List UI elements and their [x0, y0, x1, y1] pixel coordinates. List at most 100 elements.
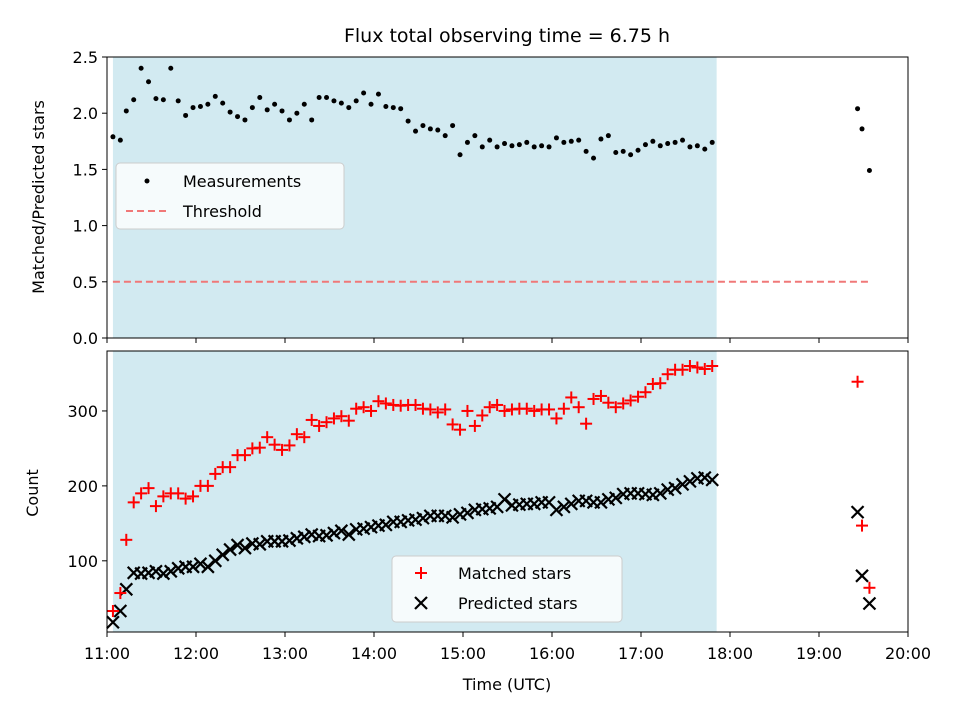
measurement-point [110, 134, 116, 140]
measurement-point [859, 126, 865, 132]
matched-star-point [439, 403, 452, 416]
matched-star-point [683, 359, 696, 372]
matched-star-point [253, 441, 266, 454]
measurement-point [546, 144, 552, 150]
measurement-point [866, 168, 872, 174]
top-x-ticks [106, 338, 909, 343]
bottom-axes-frame [106, 350, 909, 633]
predicted-star-point [149, 564, 163, 579]
matched-star-point [261, 431, 274, 444]
x-tick-label: 14:00 [351, 644, 397, 663]
matched-star-point [172, 487, 185, 500]
matched-star-point [856, 519, 869, 532]
top-y-tick-label: 1.5 [73, 160, 98, 179]
measurement-point [398, 106, 404, 112]
matched-star-point [365, 404, 378, 417]
matched-star-point [594, 389, 607, 402]
matched-star-point [706, 359, 719, 372]
matched-star-point [238, 449, 251, 462]
bottom-y-tick-label: 300 [67, 402, 98, 421]
matched-star-point [543, 403, 556, 416]
matched-star-point [454, 423, 467, 436]
matched-star-point [298, 431, 311, 444]
matched-star-point [624, 394, 637, 407]
measurement-point [583, 148, 589, 154]
predicted-star-point [675, 477, 690, 492]
x-tick-label: 17:00 [618, 644, 664, 663]
measurement-point [420, 123, 426, 129]
measurement-point [346, 105, 352, 111]
matched-stars-points [106, 359, 876, 618]
measurement-point [694, 143, 700, 149]
matched-star-point [431, 406, 444, 419]
measurement-point [235, 114, 241, 120]
predicted-star-point [594, 495, 608, 510]
matched-star-point [446, 418, 459, 431]
top-y-tick-label: 2.0 [73, 104, 98, 123]
matched-star-point [342, 414, 355, 427]
matched-star-point [276, 443, 289, 456]
matched-star-point [149, 500, 162, 513]
matched-star-point [617, 397, 630, 410]
measurement-point [709, 139, 715, 145]
predicted-star-point [668, 481, 682, 495]
predicted-star-point [342, 527, 356, 542]
matched-star-point [587, 392, 600, 405]
measurement-point [383, 103, 389, 109]
measurement-point [539, 143, 545, 149]
matched-star-point [313, 419, 326, 432]
matched-star-point [424, 403, 437, 416]
matched-star-point [654, 377, 667, 390]
top-y-tick-label: 0.5 [73, 273, 98, 292]
matched-star-point [224, 461, 237, 474]
predicted-star-point [416, 511, 430, 525]
measurement-point [338, 100, 344, 106]
bottom-x-ticks: 11:00 12:00 13:00 14:00 15:00 16:00 17:00 18:00… [84, 632, 931, 663]
measurement-point [309, 117, 315, 123]
measurement-point [205, 101, 211, 107]
matched-star-point [691, 361, 704, 374]
matched-star-point [476, 409, 489, 422]
measurement-point [680, 137, 686, 143]
bottom-legend[interactable]: Matched stars Predicted stars [391, 555, 623, 623]
top-y-ticks: 0.0 0.5 1.0 1.5 2.0 2.5 [73, 48, 107, 348]
matched-star-point [461, 404, 474, 417]
matched-star-point [350, 402, 363, 415]
matched-star-point [572, 401, 585, 414]
predicted-star-point [238, 541, 252, 555]
bottom-y-tick-label: 100 [67, 552, 98, 571]
threshold-legend-label: Threshold [182, 202, 262, 221]
predicted-star-point [156, 566, 171, 581]
measurement-point [464, 139, 470, 145]
predicted-star-point [164, 564, 178, 579]
measurement-point [272, 101, 278, 107]
predicted-star-point [653, 486, 668, 501]
matched-star-point [483, 401, 496, 414]
bottom-y-axis-label: Count [23, 469, 42, 517]
top-legend[interactable]: Measurements Threshold [115, 162, 345, 230]
measurement-point [561, 139, 567, 145]
predicted-star-point [855, 569, 869, 583]
measurement-point [435, 127, 441, 133]
measurement-point [576, 137, 582, 143]
predicted-star-point [379, 518, 393, 532]
measurement-point [197, 103, 203, 109]
measurement-point [672, 139, 678, 145]
measurement-point [457, 152, 463, 158]
top-y-tick-label: 2.5 [73, 48, 98, 67]
measurement-point [264, 107, 270, 113]
measurement-point [242, 117, 248, 123]
matched-star-point [609, 401, 622, 414]
matched-star-point [106, 605, 119, 618]
x-tick-label: 15:00 [440, 644, 486, 663]
top-y-axis-label: Matched/Predicted stars [29, 100, 48, 294]
predicted-star-point [230, 538, 245, 552]
measurements-legend-marker [144, 178, 150, 184]
x-tick-label: 20:00 [885, 644, 931, 663]
measurement-point [620, 148, 626, 154]
measurement-point [487, 137, 493, 143]
measurement-point [257, 94, 263, 100]
measurement-point [249, 105, 255, 111]
measurement-point [324, 94, 330, 100]
